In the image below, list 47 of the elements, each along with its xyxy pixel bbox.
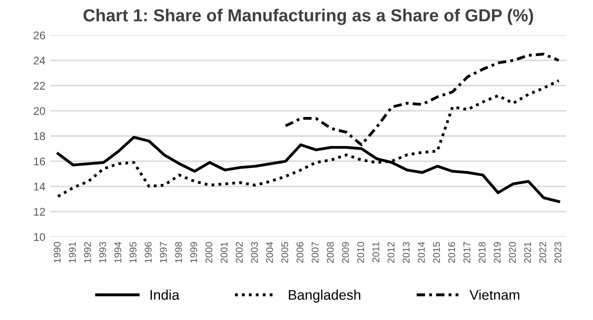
x-tick-label: 1990 <box>54 242 61 263</box>
chart-title: Chart 1: Share of Manufacturing as a Share of GDP (%) <box>84 8 534 25</box>
x-tick-label: 2001 <box>220 242 228 263</box>
x-tick-label: 2007 <box>312 242 319 263</box>
x-tick-label: 2021 <box>524 242 531 263</box>
x-tick-label: 2009 <box>342 242 349 263</box>
y-tick-label: 20 <box>34 107 46 115</box>
legend-label: Bangladesh <box>288 290 360 303</box>
x-tick-label: 2019 <box>494 242 501 263</box>
y-tick-label: 24 <box>34 56 46 64</box>
x-tick-label: 1992 <box>84 242 91 263</box>
y-tick-label: 18 <box>34 132 46 140</box>
legend-label: India <box>150 290 180 300</box>
x-tick-label: 1998 <box>175 242 182 263</box>
legend-label: Vietnam <box>470 290 520 300</box>
x-tick-label: 1996 <box>144 242 152 263</box>
x-tick-label: 2006 <box>296 242 304 263</box>
x-tick-label: 1995 <box>130 242 136 263</box>
x-tick-label: 2011 <box>372 242 380 262</box>
y-tick-label: 12 <box>34 208 45 216</box>
x-tick-label: 2017 <box>463 242 470 263</box>
x-tick-label: 2016 <box>448 242 456 263</box>
x-tick-label: 2013 <box>402 242 410 263</box>
x-tick-label: 2008 <box>326 242 334 263</box>
x-tick-label: 2018 <box>478 242 486 263</box>
x-tick-label: 2020 <box>508 242 516 263</box>
x-tick-label: 2012 <box>388 242 394 263</box>
x-tick-label: 2002 <box>236 242 243 263</box>
x-tick-label: 1991 <box>68 242 76 263</box>
x-tick-label: 1993 <box>99 242 106 263</box>
x-tick-label: 2010 <box>357 242 364 263</box>
y-tick-label: 10 <box>34 233 46 241</box>
x-tick-label: 2004 <box>266 242 274 263</box>
x-tick-label: 2023 <box>554 242 562 263</box>
y-tick-label: 16 <box>34 157 46 166</box>
x-tick-label: 1994 <box>114 242 122 263</box>
x-tick-label: 2003 <box>250 242 258 263</box>
y-tick-label: 22 <box>34 82 45 90</box>
x-tick-label: 1997 <box>160 242 167 263</box>
x-tick-label: 2015 <box>433 242 440 263</box>
x-tick-label: 1999 <box>190 242 198 263</box>
x-tick-label: 2014 <box>418 242 425 263</box>
x-tick-label: 2000 <box>205 242 212 263</box>
y-tick-label: 26 <box>34 31 46 40</box>
y-tick-label: 14 <box>34 182 46 190</box>
x-tick-label: 2005 <box>281 242 288 263</box>
x-tick-label: 2022 <box>539 242 546 263</box>
